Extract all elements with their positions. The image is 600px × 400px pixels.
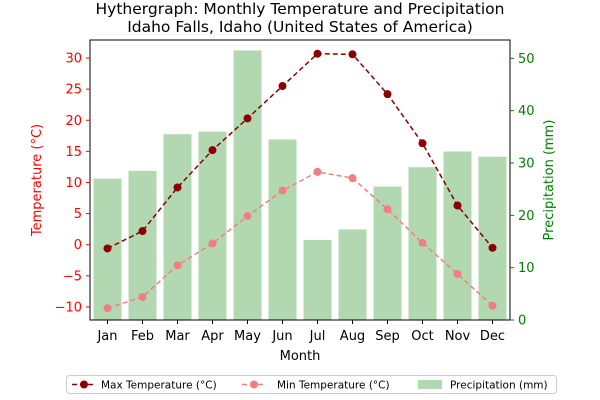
- precip-bar-aug: [338, 229, 367, 320]
- legend-max-label: Max Temperature (°C): [101, 380, 217, 392]
- max-temp-point-dec: [488, 243, 497, 252]
- x-tick-label-sep: Sep: [375, 329, 400, 344]
- max-temp-point-aug: [348, 50, 357, 59]
- left-tick-label: 30: [65, 52, 82, 67]
- x-tick-label-jun: Jun: [271, 329, 292, 344]
- precip-bar-jun: [268, 139, 297, 320]
- precip-bar-dec: [478, 156, 507, 320]
- left-tick-label: 15: [65, 145, 82, 160]
- max-temp-point-jan: [103, 244, 112, 253]
- x-tick-label-nov: Nov: [445, 329, 471, 344]
- x-tick-label-dec: Dec: [480, 329, 505, 344]
- x-tick-label-jan: Jan: [96, 329, 117, 344]
- legend-min-label: Min Temperature (°C): [277, 380, 390, 392]
- legend-max-marker-icon: [80, 380, 88, 389]
- left-tick-label: 20: [65, 114, 82, 129]
- max-temp-point-apr: [208, 146, 217, 155]
- left-tick-label: −10: [55, 300, 82, 315]
- legend-precip-swatch-icon: [418, 380, 442, 389]
- temperature-lines: [103, 49, 497, 313]
- chart-subtitle: Idaho Falls, Idaho (United States of Ame…: [127, 18, 473, 36]
- precip-bar-may: [233, 50, 262, 321]
- min-temp-point-sep: [383, 205, 392, 214]
- legend-min-marker-icon: [250, 380, 258, 389]
- max-temp-point-jun: [278, 82, 287, 91]
- x-tick-label-may: May: [234, 329, 261, 344]
- chart-title: Hythergraph: Monthly Temperature and Pre…: [96, 0, 505, 18]
- legend-precip-label: Precipitation (mm): [450, 380, 548, 392]
- left-tick-label: 5: [74, 207, 82, 222]
- min-temp-point-may: [243, 212, 252, 221]
- right-tick-label: 40: [518, 104, 535, 119]
- precip-bar-mar: [163, 134, 192, 320]
- min-temp-point-jan: [103, 304, 112, 313]
- x-tick-label-mar: Mar: [165, 329, 190, 344]
- right-tick-label: 0: [518, 314, 526, 329]
- min-temp-point-jun: [278, 186, 287, 195]
- min-temp-line: [107, 171, 494, 309]
- x-tick-label-apr: Apr: [201, 329, 224, 344]
- precip-bar-apr: [198, 131, 227, 320]
- left-tick-label: 10: [65, 176, 82, 191]
- max-temp-point-nov: [453, 201, 462, 210]
- left-tick-label: 25: [65, 83, 82, 98]
- right-tick-label: 50: [518, 52, 535, 67]
- max-temp-point-feb: [138, 227, 147, 236]
- left-tick-label: 0: [74, 238, 82, 253]
- max-temp-point-sep: [383, 90, 392, 99]
- min-temp-point-dec: [488, 301, 497, 310]
- precip-bar-nov: [443, 151, 472, 320]
- left-tick-label: −5: [63, 269, 82, 284]
- max-temp-point-may: [243, 114, 252, 123]
- max-temp-point-mar: [173, 183, 182, 192]
- legend: Max Temperature (°C) Min Temperature (°C…: [66, 375, 557, 394]
- left-axis-title: Temperature (°C): [30, 124, 45, 237]
- max-temp-point-jul: [313, 49, 322, 58]
- min-temp-point-apr: [208, 239, 217, 248]
- axes: −10 −5 0 5 10 15 20 25 30 0 10 20 30 40 50 Jan Feb Mar Apr…: [55, 39, 535, 344]
- right-tick-label: 10: [518, 261, 535, 276]
- x-tick-label-feb: Feb: [131, 329, 154, 344]
- min-temp-point-nov: [453, 269, 462, 278]
- x-tick-label-jul: Jul: [309, 329, 326, 344]
- min-temp-point-feb: [138, 292, 147, 301]
- x-tick-label-aug: Aug: [340, 329, 365, 344]
- right-tick-label: 20: [518, 209, 535, 224]
- min-temp-point-jul: [313, 167, 322, 176]
- max-temp-point-oct: [418, 139, 427, 148]
- min-temp-point-mar: [173, 261, 182, 270]
- precipitation-bars: [93, 50, 507, 321]
- min-temp-point-aug: [348, 174, 357, 183]
- x-tick-label-oct: Oct: [411, 329, 433, 344]
- max-temp-line: [107, 52, 494, 250]
- min-temp-point-oct: [418, 238, 427, 247]
- plot-frame: [89, 39, 511, 321]
- precip-bar-jul: [303, 239, 332, 320]
- right-axis-title: Precipitation (mm): [542, 120, 557, 241]
- x-axis-title: Month: [280, 349, 321, 364]
- right-tick-label: 30: [518, 156, 535, 171]
